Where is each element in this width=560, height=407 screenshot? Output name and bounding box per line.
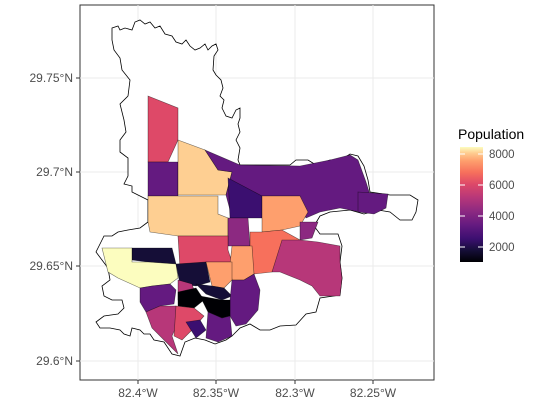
- tract: [205, 261, 233, 289]
- legend-tick-marks: [460, 153, 483, 248]
- tract: [271, 239, 343, 297]
- tract: [205, 311, 233, 343]
- y-tick-label: 29.75°N: [30, 71, 74, 85]
- legend-label: 4000: [489, 211, 515, 223]
- legend-label: 2000: [489, 242, 515, 254]
- tract: [139, 283, 177, 313]
- tract: [229, 245, 255, 281]
- tract: [147, 195, 229, 237]
- y-tick-label: 29.6°N: [36, 354, 73, 368]
- legend-label: 8000: [489, 149, 515, 161]
- legend-label: 6000: [489, 180, 515, 192]
- tract: [145, 305, 181, 355]
- tract: [185, 319, 207, 339]
- tract-polygons: [101, 95, 389, 355]
- x-tick-label: 82.25°W: [350, 386, 397, 400]
- tract: [147, 161, 179, 197]
- x-tick-label: 82.4°W: [118, 386, 158, 400]
- tract: [177, 287, 205, 309]
- legend-colorbar: [460, 147, 483, 262]
- x-tick-label: 82.3°W: [275, 386, 315, 400]
- x-tick-label: 82.35°W: [193, 386, 240, 400]
- y-tick-label: 29.7°N: [36, 165, 73, 179]
- x-axis: 82.4°W 82.35°W 82.3°W 82.25°W: [118, 380, 397, 400]
- y-axis: 29.75°N 29.7°N 29.65°N 29.6°N: [30, 71, 80, 368]
- tract: [227, 217, 251, 247]
- legend: Population 8000 6000 4000 2000: [458, 126, 524, 262]
- tract: [357, 191, 389, 215]
- legend-title: Population: [458, 126, 524, 142]
- y-tick-label: 29.65°N: [30, 259, 74, 273]
- tract: [101, 247, 179, 289]
- tract: [147, 95, 179, 163]
- tract: [299, 221, 319, 241]
